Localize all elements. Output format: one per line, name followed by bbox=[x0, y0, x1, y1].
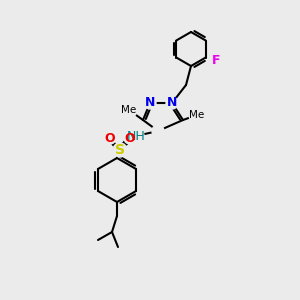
Text: O: O bbox=[125, 131, 135, 145]
Text: N: N bbox=[145, 97, 155, 110]
Text: NH: NH bbox=[127, 130, 146, 142]
Text: N: N bbox=[167, 97, 177, 110]
Circle shape bbox=[124, 132, 136, 144]
Circle shape bbox=[210, 55, 222, 67]
Circle shape bbox=[113, 143, 127, 157]
Circle shape bbox=[121, 102, 137, 118]
Text: O: O bbox=[105, 131, 115, 145]
Circle shape bbox=[144, 97, 156, 109]
Text: Me: Me bbox=[189, 110, 205, 120]
Circle shape bbox=[189, 107, 205, 123]
Text: S: S bbox=[115, 143, 125, 157]
Circle shape bbox=[166, 97, 178, 109]
Circle shape bbox=[152, 125, 164, 137]
Circle shape bbox=[128, 128, 144, 144]
Text: Me: Me bbox=[122, 105, 136, 115]
Text: F: F bbox=[212, 54, 220, 67]
Circle shape bbox=[104, 132, 116, 144]
